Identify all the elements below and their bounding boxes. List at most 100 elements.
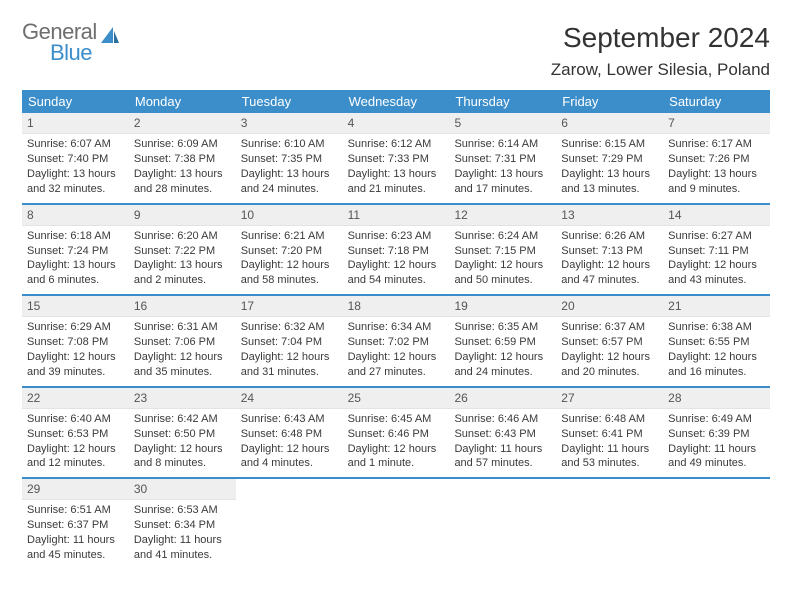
day-cell: 26 Sunrise: 6:46 AMSunset: 6:43 PMDayligh… xyxy=(449,388,556,478)
day-number: 3 xyxy=(236,113,343,134)
sunset-text: Sunset: 6:41 PM xyxy=(561,427,658,442)
daylight-text: Daylight: 13 hours xyxy=(27,258,124,273)
sunrise-text: Sunrise: 6:35 AM xyxy=(454,320,551,335)
empty-day xyxy=(343,479,450,569)
sunrise-text: Sunrise: 6:29 AM xyxy=(27,320,124,335)
day-number: 17 xyxy=(236,296,343,317)
weekday-header: Wednesday xyxy=(343,90,450,113)
sail-icon xyxy=(99,25,121,52)
sunset-text: Sunset: 6:55 PM xyxy=(668,335,765,350)
day-cell: 23Sunrise: 6:42 AMSunset: 6:50 PMDayligh… xyxy=(129,388,236,478)
day-cell: 25Sunrise: 6:45 AMSunset: 6:46 PMDayligh… xyxy=(343,388,450,478)
day-body: Sunrise: 6:34 AMSunset: 7:02 PMDaylight:… xyxy=(343,317,450,385)
calendar: SundayMondayTuesdayWednesdayThursdayFrid… xyxy=(22,90,770,569)
day-cell: 13Sunrise: 6:26 AMSunset: 7:13 PMDayligh… xyxy=(556,205,663,295)
daylight-text: and 13 minutes. xyxy=(561,182,658,197)
day-body: Sunrise: 6:10 AMSunset: 7:35 PMDaylight:… xyxy=(236,134,343,202)
sunset-text: Sunset: 7:35 PM xyxy=(241,152,338,167)
daylight-text: and 17 minutes. xyxy=(454,182,551,197)
sunrise-text: Sunrise: 6:46 AM xyxy=(454,412,551,427)
day-number: 2 xyxy=(129,113,236,134)
logo-text-bottom: Blue xyxy=(22,43,97,64)
sunset-text: Sunset: 6:43 PM xyxy=(454,427,551,442)
day-number: 13 xyxy=(556,205,663,226)
week-row: 22 Sunrise: 6:40 AMSunset: 6:53 PM Dayligh… xyxy=(22,388,770,480)
sunset-text: Sunset: 7:29 PM xyxy=(561,152,658,167)
sunrise-text: Sunrise: 6:31 AM xyxy=(134,320,231,335)
sunrise-text: Sunrise: 6:17 AM xyxy=(668,137,765,152)
daylight-text: and 39 minutes. xyxy=(27,365,124,380)
daylight-text: Daylight: 12 hours xyxy=(27,350,124,365)
sunrise-text: Sunrise: 6:27 AM xyxy=(668,229,765,244)
day-body: Sunrise: 6:12 AMSunset: 7:33 PMDaylight:… xyxy=(343,134,450,202)
day-number: 29 xyxy=(22,479,129,500)
location-label: Zarow, Lower Silesia, Poland xyxy=(551,60,770,80)
day-number: 20 xyxy=(556,296,663,317)
weekday-header: Saturday xyxy=(663,90,770,113)
sunset-text: Sunset: 7:22 PM xyxy=(134,244,231,259)
daylight-text: Daylight: 11 hours xyxy=(668,442,765,457)
daylight-text: Daylight: 11 hours xyxy=(561,442,658,457)
month-title: September 2024 xyxy=(551,22,770,54)
day-body: Sunrise: 6:20 AMSunset: 7:22 PMDaylight:… xyxy=(129,226,236,294)
day-number: 24 xyxy=(236,388,343,409)
sunrise-text: Sunrise: 6:20 AM xyxy=(134,229,231,244)
daylight-text: Daylight: 12 hours xyxy=(134,442,231,457)
daylight-text: Daylight: 13 hours xyxy=(668,167,765,182)
day-cell: 27Sunrise: 6:48 AMSunset: 6:41 PMDayligh… xyxy=(556,388,663,478)
sunset-text: Sunset: 6:50 PM xyxy=(134,427,231,442)
sunset-text: Sunset: 7:02 PM xyxy=(348,335,445,350)
day-number: 15 xyxy=(22,296,129,317)
day-number: 26 xyxy=(449,388,556,409)
empty-day xyxy=(663,479,770,569)
daylight-text: Daylight: 13 hours xyxy=(454,167,551,182)
sunrise-text: Sunrise: 6:32 AM xyxy=(241,320,338,335)
daylight-text: and 21 minutes. xyxy=(348,182,445,197)
sunset-text: Sunset: 6:48 PM xyxy=(241,427,338,442)
daylight-text: Daylight: 11 hours xyxy=(454,442,551,457)
day-number: 11 xyxy=(343,205,450,226)
day-number: 6 xyxy=(556,113,663,134)
day-body: Sunrise: 6:15 AMSunset: 7:29 PMDaylight:… xyxy=(556,134,663,202)
daylight-text: Daylight: 13 hours xyxy=(27,167,124,182)
sunrise-text: Sunrise: 6:15 AM xyxy=(561,137,658,152)
day-body: Sunrise: 6:51 AMSunset: 6:37 PMDaylight:… xyxy=(22,500,129,568)
sunset-text: Sunset: 6:53 PM xyxy=(27,427,124,442)
daylight-text: Daylight: 12 hours xyxy=(241,442,338,457)
daylight-text: and 27 minutes. xyxy=(348,365,445,380)
day-number: 9 xyxy=(129,205,236,226)
day-body: Sunrise: 6:32 AMSunset: 7:04 PMDaylight:… xyxy=(236,317,343,385)
day-number: 22 xyxy=(22,388,129,409)
daylight-text: Daylight: 13 hours xyxy=(561,167,658,182)
day-cell: 4Sunrise: 6:12 AMSunset: 7:33 PMDaylight… xyxy=(343,113,450,203)
sunrise-text: Sunrise: 6:37 AM xyxy=(561,320,658,335)
daylight-text: and 12 minutes. xyxy=(27,456,124,471)
daylight-text: and 4 minutes. xyxy=(241,456,338,471)
weekday-header: Monday xyxy=(129,90,236,113)
sunrise-text: Sunrise: 6:09 AM xyxy=(134,137,231,152)
weekday-header: Sunday xyxy=(22,90,129,113)
day-cell: 14Sunrise: 6:27 AMSunset: 7:11 PMDayligh… xyxy=(663,205,770,295)
daylight-text: Daylight: 13 hours xyxy=(134,167,231,182)
day-body: Sunrise: 6:21 AMSunset: 7:20 PMDaylight:… xyxy=(236,226,343,294)
day-cell: 3Sunrise: 6:10 AMSunset: 7:35 PMDaylight… xyxy=(236,113,343,203)
daylight-text: and 50 minutes. xyxy=(454,273,551,288)
header: General Blue September 2024 Zarow, Lower… xyxy=(22,22,770,80)
sunrise-text: Sunrise: 6:40 AM xyxy=(27,412,124,427)
day-body: Sunrise: 6:43 AMSunset: 6:48 PMDaylight:… xyxy=(236,409,343,477)
daylight-text: Daylight: 12 hours xyxy=(454,350,551,365)
daylight-text: and 54 minutes. xyxy=(348,273,445,288)
day-cell: 30Sunrise: 6:53 AMSunset: 6:34 PMDayligh… xyxy=(129,479,236,569)
daylight-text: and 57 minutes. xyxy=(454,456,551,471)
sunrise-text: Sunrise: 6:38 AM xyxy=(668,320,765,335)
day-body: Sunrise: 6:09 AMSunset: 7:38 PMDaylight:… xyxy=(129,134,236,202)
daylight-text: and 6 minutes. xyxy=(27,273,124,288)
daylight-text: Daylight: 11 hours xyxy=(134,533,231,548)
sunset-text: Sunset: 6:59 PM xyxy=(454,335,551,350)
day-cell: 7Sunrise: 6:17 AMSunset: 7:26 PMDaylight… xyxy=(663,113,770,203)
day-cell: 29Sunrise: 6:51 AMSunset: 6:37 PMDayligh… xyxy=(22,479,129,569)
sunset-text: Sunset: 7:06 PM xyxy=(134,335,231,350)
sunset-text: Sunset: 7:20 PM xyxy=(241,244,338,259)
daylight-text: Daylight: 13 hours xyxy=(348,167,445,182)
week-row: 1Sunrise: 6:07 AMSunset: 7:40 PMDaylight… xyxy=(22,113,770,205)
